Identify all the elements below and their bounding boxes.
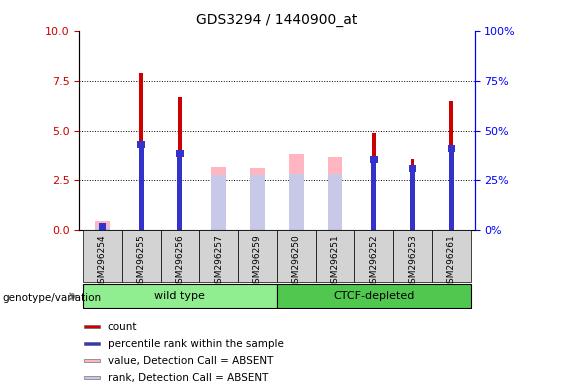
Text: GSM296259: GSM296259 bbox=[253, 234, 262, 289]
Bar bbox=[449, 101, 453, 230]
Bar bbox=[410, 165, 415, 230]
Bar bbox=[121, 230, 160, 282]
Bar bbox=[95, 222, 110, 230]
Bar bbox=[277, 283, 471, 308]
Bar bbox=[449, 145, 454, 230]
Bar bbox=[84, 325, 101, 328]
Bar bbox=[160, 230, 199, 282]
Text: rank, Detection Call = ABSENT: rank, Detection Call = ABSENT bbox=[107, 372, 268, 382]
Text: percentile rank within the sample: percentile rank within the sample bbox=[107, 339, 284, 349]
Bar bbox=[328, 157, 342, 230]
Text: GSM296254: GSM296254 bbox=[98, 234, 107, 289]
Bar bbox=[411, 159, 415, 230]
Bar bbox=[177, 150, 182, 230]
Text: GSM296255: GSM296255 bbox=[137, 234, 146, 289]
Bar bbox=[354, 230, 393, 282]
Bar bbox=[328, 174, 342, 230]
Bar bbox=[199, 230, 238, 282]
Bar bbox=[250, 175, 265, 230]
Text: GSM296251: GSM296251 bbox=[331, 234, 340, 289]
Text: CTCF-depleted: CTCF-depleted bbox=[333, 291, 415, 301]
Bar bbox=[289, 154, 303, 230]
Text: GSM296253: GSM296253 bbox=[408, 234, 417, 289]
Bar bbox=[316, 230, 354, 282]
Bar bbox=[177, 150, 182, 230]
Bar bbox=[447, 145, 455, 152]
Bar bbox=[238, 230, 277, 282]
Bar bbox=[137, 141, 145, 148]
Bar bbox=[432, 230, 471, 282]
Title: GDS3294 / 1440900_at: GDS3294 / 1440900_at bbox=[196, 13, 358, 27]
Bar bbox=[138, 141, 144, 230]
Bar bbox=[211, 167, 226, 230]
Bar bbox=[178, 97, 182, 230]
Bar bbox=[371, 156, 376, 230]
Text: GSM296261: GSM296261 bbox=[447, 234, 456, 289]
Bar bbox=[139, 73, 143, 230]
Text: GSM296256: GSM296256 bbox=[175, 234, 184, 289]
Bar bbox=[372, 132, 376, 230]
Text: value, Detection Call = ABSENT: value, Detection Call = ABSENT bbox=[107, 356, 273, 366]
Bar bbox=[100, 223, 105, 230]
Bar bbox=[84, 376, 101, 379]
Bar bbox=[410, 165, 415, 230]
Bar bbox=[409, 165, 416, 172]
Text: count: count bbox=[107, 322, 137, 332]
Bar bbox=[393, 230, 432, 282]
Bar bbox=[211, 175, 226, 230]
Bar bbox=[277, 230, 316, 282]
Text: GSM296250: GSM296250 bbox=[292, 234, 301, 289]
Bar bbox=[95, 227, 110, 230]
Bar bbox=[289, 174, 303, 230]
Bar bbox=[138, 141, 144, 230]
Bar bbox=[83, 283, 277, 308]
Bar bbox=[98, 223, 106, 230]
Bar bbox=[371, 156, 376, 230]
Bar bbox=[100, 223, 105, 230]
Bar bbox=[176, 150, 184, 157]
Bar bbox=[84, 359, 101, 362]
Bar bbox=[101, 228, 105, 230]
Bar bbox=[250, 169, 265, 230]
Bar bbox=[83, 230, 121, 282]
Text: GSM296257: GSM296257 bbox=[214, 234, 223, 289]
Bar bbox=[370, 156, 377, 163]
Bar bbox=[84, 342, 101, 345]
Bar bbox=[449, 145, 454, 230]
Text: GSM296252: GSM296252 bbox=[370, 234, 379, 289]
Text: wild type: wild type bbox=[154, 291, 205, 301]
Text: genotype/variation: genotype/variation bbox=[3, 293, 102, 303]
